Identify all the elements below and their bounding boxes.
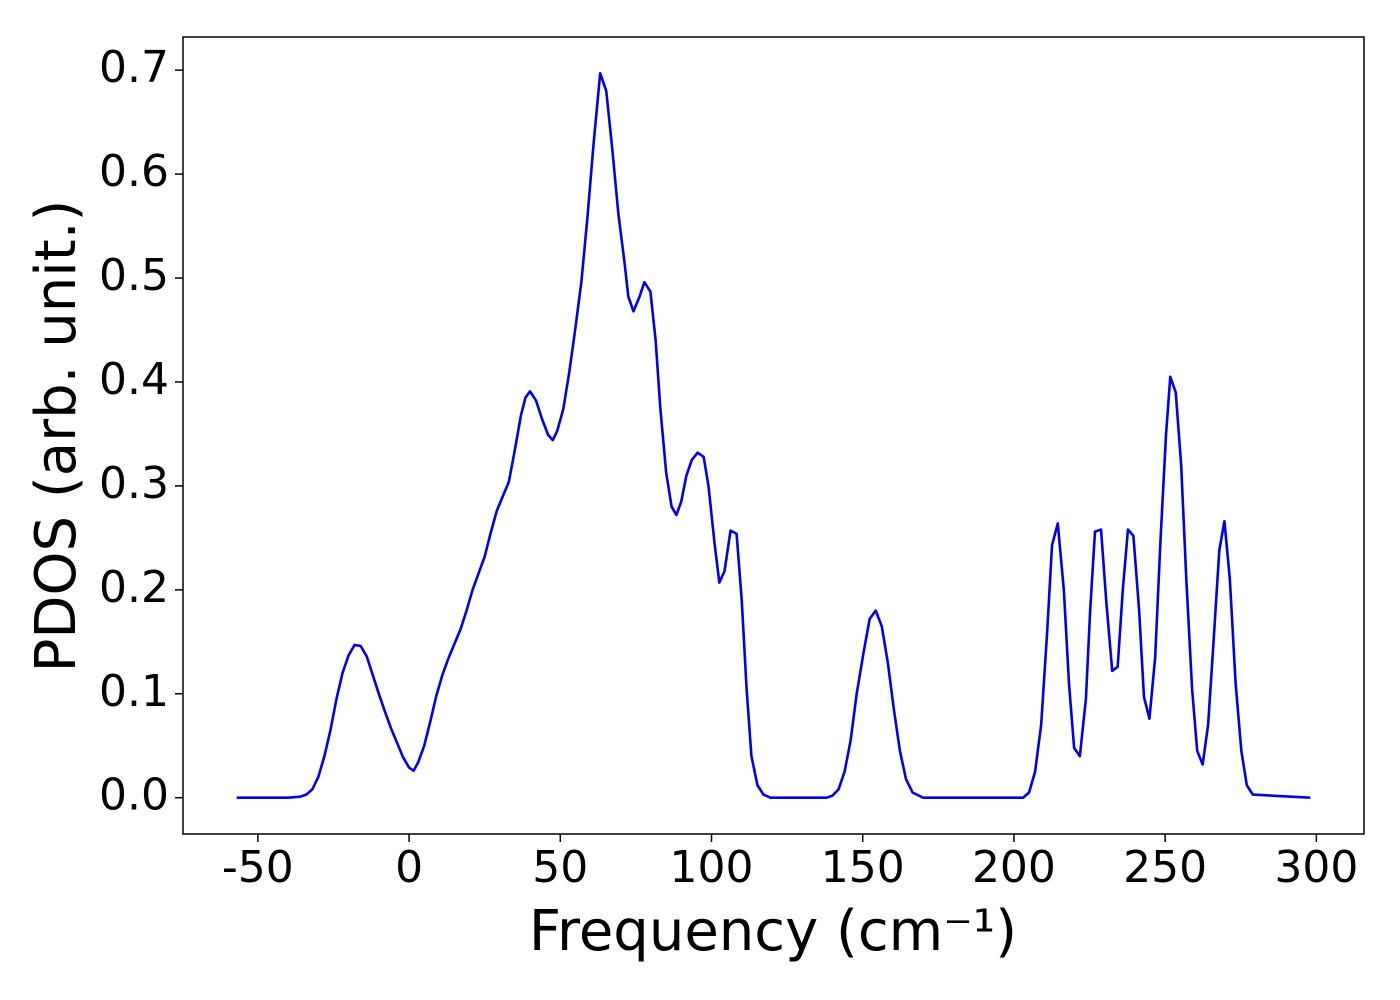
x-tick-label: 150 bbox=[821, 842, 905, 893]
x-tick-label: 200 bbox=[972, 842, 1056, 893]
x-tick-label: -50 bbox=[222, 842, 294, 893]
x-tick-label: 100 bbox=[670, 842, 754, 893]
y-tick-label: 0.1 bbox=[99, 666, 169, 717]
plot-frame bbox=[182, 36, 1365, 835]
y-axis-label: PDOS (arb. unit.) bbox=[24, 200, 89, 673]
x-tick-label: 0 bbox=[395, 842, 423, 893]
y-tick-label: 0.2 bbox=[99, 562, 169, 613]
y-tick-label: 0.5 bbox=[99, 250, 169, 301]
y-tick-label: 0.6 bbox=[99, 146, 169, 197]
x-axis-label: Frequency (cm⁻¹) bbox=[529, 899, 1017, 964]
y-tick-label: 0.0 bbox=[99, 770, 169, 821]
y-tick-label: 0.3 bbox=[99, 458, 169, 509]
x-tick-label: 50 bbox=[532, 842, 588, 893]
x-tick-label: 300 bbox=[1274, 842, 1358, 893]
x-tick-label: 250 bbox=[1123, 842, 1207, 893]
y-tick-label: 0.7 bbox=[99, 42, 169, 93]
y-tick-label: 0.4 bbox=[99, 354, 169, 405]
pdos-line bbox=[236, 71, 1311, 800]
